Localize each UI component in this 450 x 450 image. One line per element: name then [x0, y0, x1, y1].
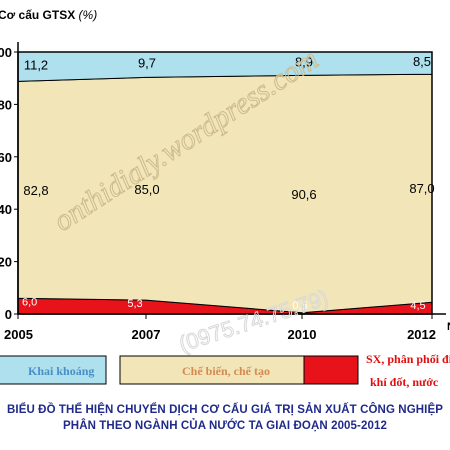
x-tick-label: 2010 [288, 327, 317, 342]
y-tick-label: 60 [0, 150, 12, 165]
data-label-electricity: 4,5 [410, 300, 425, 312]
data-label-electricity: 0,5 [292, 300, 307, 312]
y-tick-label: 100 [0, 45, 12, 60]
chart-title-line-2: PHÂN THEO NGÀNH CỦA NƯỚC TA GIAI ĐOẠN 20… [63, 420, 387, 432]
legend-swatch-manufacturing [119, 355, 311, 385]
x-tick-label: 2012 [407, 327, 436, 342]
y-tick-label: 0 [5, 307, 12, 322]
y-tick-label: 20 [0, 255, 12, 270]
y-axis-unit: (%) [75, 8, 97, 22]
legend-swatch-mining [0, 355, 107, 385]
legend-swatch-electricity [303, 355, 359, 385]
y-axis-label-text: Cơ cấu GTSX [0, 8, 75, 22]
legend-label-electricity-line-1: SX, phân phối điện, [366, 352, 450, 366]
y-axis-label: Cơ cấu GTSX (%) [0, 8, 97, 22]
legend-label-manufacturing: Chế biến, chế tạo [182, 364, 270, 378]
data-label-mining: 11,2 [24, 58, 48, 73]
data-label-manufacturing: 82,8 [23, 183, 48, 198]
legend-label-mining: Khai khoáng [28, 364, 94, 378]
x-tick-label: 2005 [4, 327, 33, 342]
x-axis-label: Năm [447, 321, 450, 333]
y-tick-label: 80 [0, 97, 12, 112]
data-label-manufacturing: 90,6 [291, 187, 316, 202]
data-label-electricity: 5,3 [127, 298, 142, 310]
data-label-electricity: 6,0 [22, 296, 37, 308]
data-label-mining: 8,5 [413, 54, 431, 69]
legend-label-electricity-line-2: khí đốt, nước [370, 375, 439, 389]
data-label-mining: 9,7 [138, 56, 156, 71]
x-tick-label: 2007 [132, 327, 161, 342]
data-label-manufacturing: 87,0 [409, 181, 434, 196]
chart-title-line-1: BIỂU ĐỒ THỂ HIỆN CHUYỂN DỊCH CƠ CẤU GIÁ … [7, 404, 443, 416]
y-tick-label: 40 [0, 202, 12, 217]
data-label-manufacturing: 85,0 [134, 182, 159, 197]
data-label-mining: 8,9 [295, 55, 313, 70]
